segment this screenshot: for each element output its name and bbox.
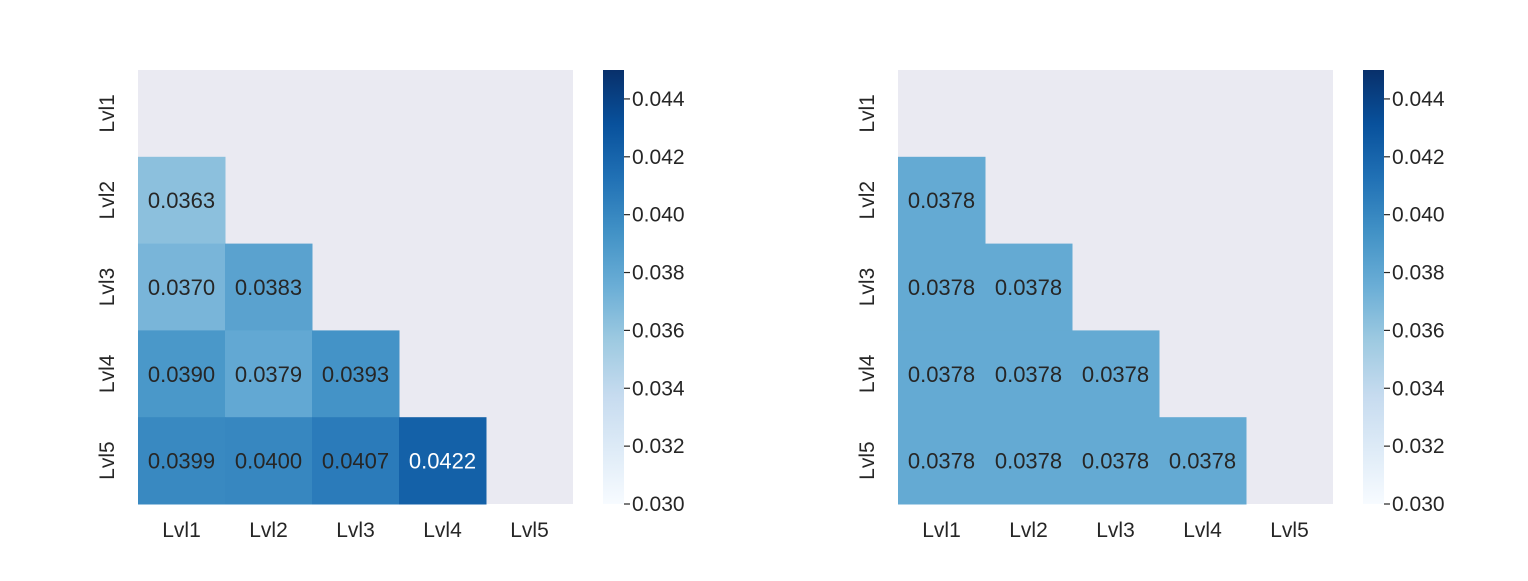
y-tick-label: Lvl1 bbox=[856, 94, 879, 133]
y-tick-label: Lvl1 bbox=[96, 94, 119, 133]
y-tick-label: Lvl5 bbox=[856, 441, 879, 480]
colorbar-tick-label: 0.040 bbox=[1392, 204, 1445, 227]
heatmap-cell bbox=[225, 330, 313, 418]
x-tick-label: Lvl1 bbox=[162, 519, 201, 542]
y-tick-label: Lvl4 bbox=[856, 354, 879, 393]
heatmap-cell bbox=[399, 417, 487, 505]
colorbar-tick-label: 0.038 bbox=[632, 262, 685, 285]
heatmap-panel-1: 0.0363 0.0370 0.0383 0.0390 0.0379 0.0393 0.03… bbox=[96, 70, 573, 542]
cell-value-label: 0.0378 bbox=[1082, 449, 1149, 474]
heatmap-cell bbox=[138, 243, 226, 331]
colorbar-2: 0.030 0.032 0.034 0.036 0.038 0.040 0.042 0.044 bbox=[1363, 70, 1445, 516]
colorbar-tick-label: 0.038 bbox=[1392, 262, 1445, 285]
heatmap-cell bbox=[225, 417, 313, 505]
cell-value-label: 0.0407 bbox=[322, 449, 389, 474]
colorbar-1: 0.030 0.032 0.034 0.036 0.038 0.040 0.042 0.044 bbox=[603, 70, 685, 516]
y-tick-label: Lvl5 bbox=[96, 441, 119, 480]
heatmap-cell bbox=[898, 330, 986, 418]
heatmap-panel-2: 0.0378 0.0378 0.0378 0.0378 0.0378 0.0378 0.03… bbox=[856, 70, 1333, 542]
colorbar-tick-label: 0.032 bbox=[632, 435, 685, 458]
cell-value-label: 0.0378 bbox=[908, 188, 975, 213]
colorbar-tick-label: 0.036 bbox=[632, 319, 685, 342]
cell-value-label: 0.0378 bbox=[995, 362, 1062, 387]
cell-value-label: 0.0378 bbox=[995, 449, 1062, 474]
x-tick-label: Lvl1 bbox=[922, 519, 961, 542]
heatmap-cell bbox=[138, 156, 226, 245]
heatmap-cell bbox=[985, 330, 1073, 418]
heatmap-cell bbox=[138, 330, 226, 418]
heatmap-cell bbox=[985, 243, 1073, 331]
heatmap-cell bbox=[1072, 417, 1160, 505]
cell-value-label: 0.0400 bbox=[235, 449, 302, 474]
cell-value-label: 0.0383 bbox=[235, 275, 302, 300]
cell-value-label: 0.0379 bbox=[235, 362, 302, 387]
colorbar-gradient bbox=[1363, 70, 1384, 504]
x-tick-label: Lvl4 bbox=[1183, 519, 1222, 542]
heatmap-cell bbox=[898, 156, 986, 245]
colorbar-tick-label: 0.044 bbox=[1392, 88, 1445, 111]
cell-value-label: 0.0393 bbox=[322, 362, 389, 387]
cell-value-label: 0.0399 bbox=[148, 449, 215, 474]
colorbar-gradient bbox=[603, 70, 624, 504]
colorbar-tick-label: 0.042 bbox=[1392, 146, 1445, 169]
colorbar-tick-label: 0.034 bbox=[632, 377, 685, 400]
colorbar-tick-label: 0.040 bbox=[632, 204, 685, 227]
cell-value-label: 0.0378 bbox=[1082, 362, 1149, 387]
x-tick-label: Lvl5 bbox=[510, 519, 549, 542]
heatmap-cell bbox=[225, 243, 313, 331]
cell-value-label: 0.0390 bbox=[148, 362, 215, 387]
colorbar-tick-label: 0.032 bbox=[1392, 435, 1445, 458]
cell-value-label: 0.0378 bbox=[1169, 449, 1236, 474]
cell-value-label: 0.0378 bbox=[908, 275, 975, 300]
x-tick-label: Lvl2 bbox=[1009, 519, 1048, 542]
colorbar-tick-label: 0.036 bbox=[1392, 319, 1445, 342]
colorbar-tick-label: 0.030 bbox=[632, 493, 685, 516]
cell-value-label: 0.0378 bbox=[995, 275, 1062, 300]
heatmap-cell bbox=[138, 417, 226, 505]
cell-value-label: 0.0378 bbox=[908, 362, 975, 387]
cell-value-label: 0.0378 bbox=[908, 449, 975, 474]
colorbar-tick-label: 0.034 bbox=[1392, 377, 1445, 400]
y-tick-label: Lvl3 bbox=[856, 268, 879, 307]
heatmap-cell bbox=[1159, 417, 1247, 505]
y-tick-label: Lvl2 bbox=[856, 181, 879, 220]
y-tick-label: Lvl2 bbox=[96, 181, 119, 220]
x-tick-label: Lvl5 bbox=[1270, 519, 1309, 542]
heatmap-cell bbox=[1072, 330, 1160, 418]
x-tick-label: Lvl4 bbox=[423, 519, 462, 542]
heatmap-cell bbox=[985, 417, 1073, 505]
cell-value-label: 0.0422 bbox=[409, 449, 476, 474]
colorbar-tick-label: 0.042 bbox=[632, 146, 685, 169]
heatmap-cell bbox=[898, 417, 986, 505]
x-tick-label: Lvl2 bbox=[249, 519, 288, 542]
colorbar-tick-label: 0.030 bbox=[1392, 493, 1445, 516]
heatmap-cell bbox=[312, 330, 400, 418]
cell-value-label: 0.0363 bbox=[148, 188, 215, 213]
x-tick-label: Lvl3 bbox=[336, 519, 375, 542]
heatmap-cell bbox=[312, 417, 400, 505]
y-tick-label: Lvl4 bbox=[96, 354, 119, 393]
cell-value-label: 0.0370 bbox=[148, 275, 215, 300]
colorbar-tick-label: 0.044 bbox=[632, 88, 685, 111]
y-tick-label: Lvl3 bbox=[96, 268, 119, 307]
x-tick-label: Lvl3 bbox=[1096, 519, 1135, 542]
heatmap-cell bbox=[898, 243, 986, 331]
